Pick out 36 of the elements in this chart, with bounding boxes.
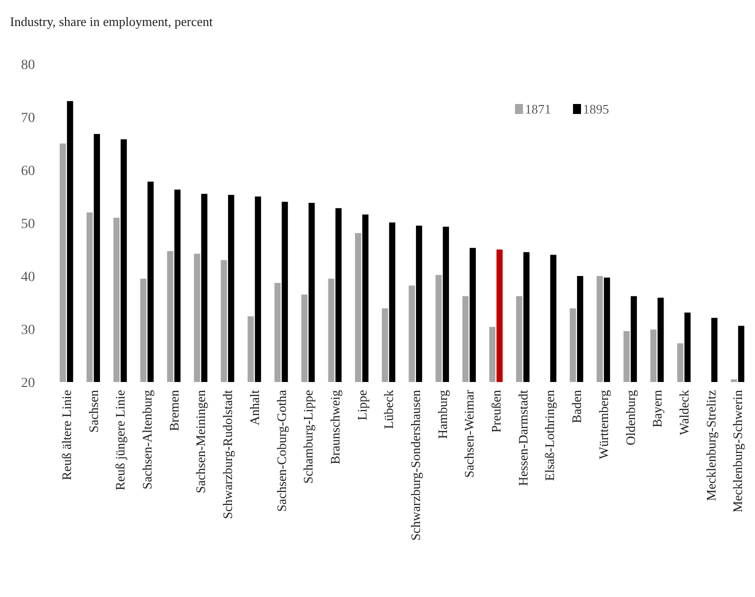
x-tick-label: Braunschweig	[327, 390, 342, 464]
x-tick-label: Schwarzburg-Sondershausen	[408, 390, 423, 541]
legend-label: 1871	[525, 102, 551, 117]
x-tick-label: Reuß ältere Linie	[58, 390, 74, 480]
y-tick-label: 50	[21, 216, 35, 232]
x-tick-label: Mecklenburg-Schwerin	[730, 390, 746, 513]
x-tick-label: Anhalt	[246, 390, 262, 426]
x-tick-label: Oldenburg	[622, 390, 638, 446]
x-tick-label: Sachsen-Meiningen	[193, 390, 208, 494]
y-tick-label: 70	[21, 110, 35, 126]
x-tick-label: Preußen	[488, 390, 504, 433]
x-tick-label: Baden	[569, 390, 584, 424]
x-tick-label: Lübeck	[381, 390, 396, 429]
x-tick-label: Lippe	[354, 390, 370, 420]
x-tick-label: Württemberg	[596, 390, 611, 460]
x-tick-label: Sachsen	[86, 390, 101, 433]
x-tick-label: Hessen-Darmstadt	[515, 390, 530, 486]
y-tick-label: 80	[21, 58, 35, 73]
chart-title: Industry, share in employment, percent	[10, 14, 214, 29]
x-tick-label: Bayern	[650, 390, 665, 428]
y-tick-label: 40	[21, 270, 35, 285]
x-tick-label: Reuß jüngere Linie	[112, 390, 128, 490]
y-tick-label: 60	[21, 164, 35, 179]
x-tick-label: Schamburg-Lippe	[300, 390, 316, 484]
x-tick-label: Elsaß-Lothringen	[542, 390, 558, 481]
x-tick-label: Waldeck	[676, 390, 692, 436]
y-tick-label: 20	[21, 376, 35, 391]
x-tick-label: Sachsen-Weimar	[462, 389, 477, 478]
x-tick-label: Sachsen-Coburg-Gotha	[274, 390, 289, 512]
legend-label: 1895	[583, 102, 609, 117]
x-tick-label: Mecklenburg-Strelitz	[703, 390, 718, 501]
x-tick-label: Schwarzburg-Rudolstadt	[220, 390, 236, 520]
y-tick-label: 30	[21, 322, 35, 338]
x-tick-label: Sachsen-Altenburg	[140, 390, 155, 490]
x-tick-label: Bremen	[166, 390, 182, 432]
x-tick-label: Hamburg	[434, 390, 450, 439]
